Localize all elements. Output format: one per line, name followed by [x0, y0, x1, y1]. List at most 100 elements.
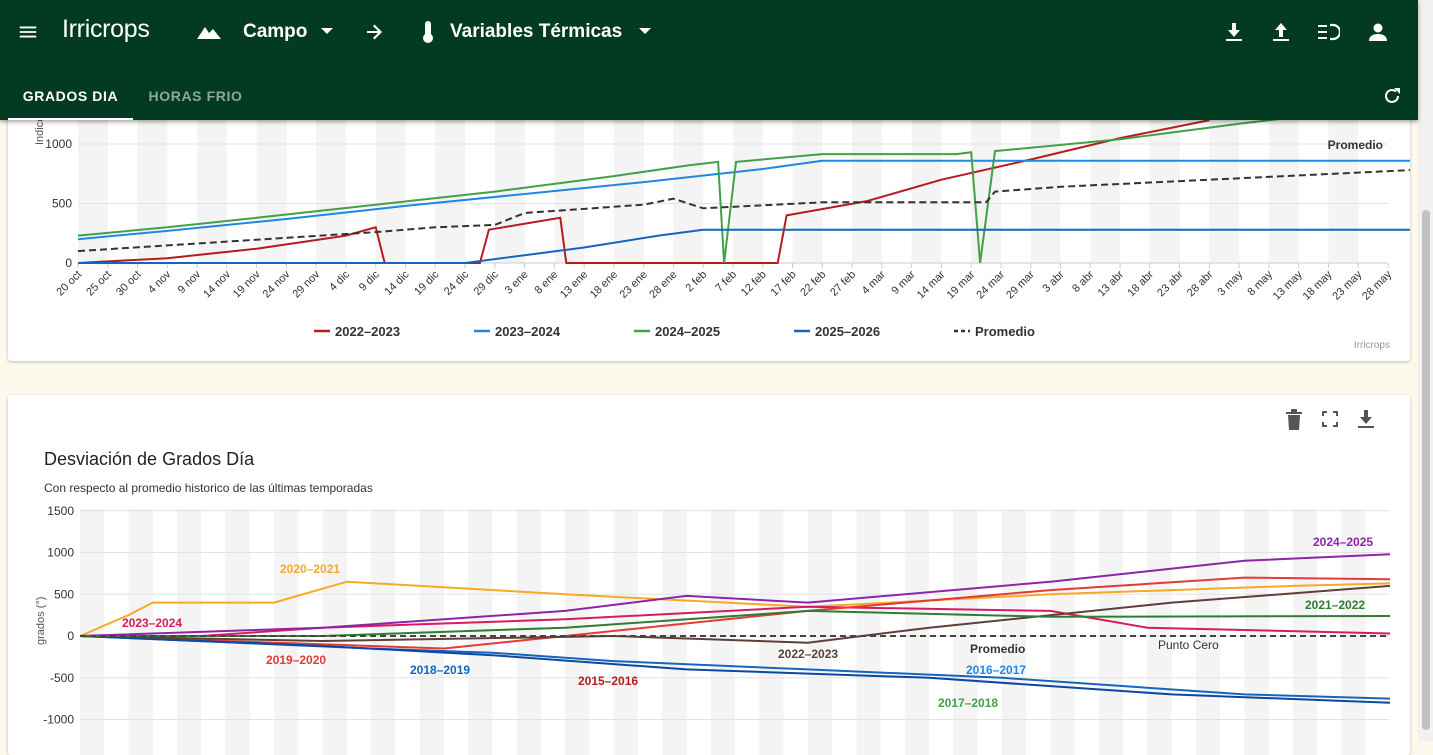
download-icon[interactable]	[1356, 409, 1378, 431]
download-icon[interactable]	[1222, 20, 1246, 44]
list-icon[interactable]	[1316, 20, 1342, 44]
app-bar: Irricrops Campo Variables Térmicas	[0, 0, 1418, 120]
plot-band	[662, 509, 687, 755]
y-tick-label: 0	[65, 256, 72, 270]
chevron-down-icon[interactable]	[636, 24, 654, 40]
x-tick-label: 28 abr	[1185, 268, 1216, 299]
x-tick-label: 25 oct	[84, 269, 114, 299]
series-line-2022–2023	[79, 584, 1391, 644]
legend-item: 2024–2025	[655, 324, 720, 339]
series-line-2020–2021	[79, 580, 1391, 637]
brand-title: Irricrops	[62, 15, 150, 43]
x-tick-label: 2 feb	[684, 269, 710, 295]
tab-grados-dia[interactable]: GRADOS DIA	[8, 64, 133, 120]
series-line-2022–2023	[77, 119, 1210, 264]
x-tick-label: 19 dic	[412, 268, 442, 298]
plot-band	[807, 509, 833, 755]
x-tick-label: 4 nov	[146, 268, 174, 296]
y-tick-label: -500	[50, 671, 74, 685]
x-tick-label: 29 nov	[290, 268, 322, 300]
x-tick-label: 18 abr	[1125, 268, 1156, 299]
series-label: 2019–2020	[266, 653, 326, 667]
x-tick-label: 28 ene	[647, 269, 679, 301]
scrollbar-thumb[interactable]	[1422, 210, 1430, 730]
promedio-label: Promedio	[1328, 138, 1383, 152]
plot-band	[322, 509, 347, 755]
plot-band	[904, 509, 930, 755]
menu-icon[interactable]	[16, 20, 40, 44]
series-label: 2024–2025	[1313, 535, 1373, 549]
legend-item: 2023–2024	[495, 324, 561, 339]
x-tick-label: 13 ene	[558, 269, 590, 301]
x-tick-label: 3 may	[1216, 268, 1246, 298]
series-label: 2018–2019	[410, 663, 470, 677]
x-tick-label: 12 feb	[739, 269, 769, 299]
y-axis-label: Indice	[34, 116, 46, 145]
scrollbar[interactable]	[1418, 0, 1433, 741]
x-tick-label: 19 nov	[231, 268, 263, 300]
x-tick-label: 28 may	[1360, 268, 1394, 302]
x-tick-label: 22 feb	[798, 269, 828, 299]
x-tick-label: 23 abr	[1155, 268, 1186, 299]
x-tick-label: 13 abr	[1096, 268, 1127, 299]
x-tick-label: 14 mar	[915, 268, 948, 301]
x-tick-label: 20 oct	[54, 269, 84, 299]
plot-band	[565, 509, 590, 755]
desviacion-card: Desviación de Grados Día Con respecto al…	[8, 395, 1410, 755]
x-tick-label: 19 mar	[945, 268, 978, 301]
y-tick-label: -1000	[43, 713, 74, 727]
plot-band	[1147, 509, 1172, 755]
series-label: 2016–2017	[966, 663, 1026, 677]
plot-band	[1050, 509, 1075, 755]
fullscreen-icon[interactable]	[1320, 409, 1342, 431]
x-tick-label: 3 ene	[503, 269, 531, 297]
x-tick-label: 14 dic	[382, 268, 412, 298]
plot-band	[613, 509, 638, 755]
legend-item: Promedio	[975, 324, 1035, 339]
refresh-icon[interactable]	[1380, 84, 1404, 108]
plot-band	[371, 509, 396, 755]
chart-credits: Irricrops	[1354, 340, 1390, 351]
plot-band	[274, 509, 299, 755]
x-tick-label: 27 feb	[828, 269, 858, 299]
top-toolbar: Irricrops Campo Variables Térmicas	[0, 0, 1418, 64]
delete-icon[interactable]	[1284, 409, 1306, 431]
plot-band	[80, 509, 105, 755]
tab-horas-frio[interactable]: HORAS FRIO	[148, 88, 243, 104]
plot-band	[1244, 509, 1269, 755]
series-line-2024–2025	[77, 115, 1299, 264]
plot-band	[1001, 509, 1027, 755]
mountain-icon	[196, 22, 222, 42]
x-tick-label: 7 feb	[713, 269, 739, 295]
upload-icon[interactable]	[1269, 20, 1293, 44]
x-tick-label: 18 may	[1301, 268, 1335, 302]
x-tick-label: 13 may	[1271, 268, 1305, 302]
chevron-down-icon[interactable]	[318, 24, 336, 40]
plot-band	[1195, 509, 1221, 755]
series-line-2019–2020	[79, 576, 1391, 650]
series-label: Promedio	[970, 642, 1025, 656]
series-label: Punto Cero	[1158, 638, 1219, 652]
series-line-Promedio	[77, 169, 1410, 253]
plot-band	[953, 509, 978, 755]
series-label: 2020–2021	[280, 562, 340, 576]
series-label: 2015–2016	[578, 674, 638, 688]
desviacion-chart: -1000 -500 0 500 1000 1500 grados (°) 2020–2021…	[35, 504, 1391, 755]
plot-band	[856, 509, 881, 755]
x-tick-label: 29 dic	[472, 268, 502, 298]
x-tick-label: 8 abr	[1070, 268, 1096, 294]
field-selector[interactable]: Campo	[243, 21, 308, 42]
x-tick-label: 14 nov	[201, 268, 233, 300]
tab-bar: GRADOS DIA HORAS FRIO	[0, 64, 1418, 120]
variable-selector[interactable]: Variables Térmicas	[450, 21, 623, 42]
account-icon[interactable]	[1366, 20, 1390, 44]
x-tick-label: 24 dic	[442, 268, 472, 298]
plot-band	[516, 509, 541, 755]
x-tick-label: 24 nov	[261, 268, 293, 300]
x-tick-label: 24 mar	[974, 268, 1007, 301]
y-tick-label: 500	[54, 587, 74, 601]
x-tick-label: 30 oct	[114, 269, 144, 299]
x-tick-label: 4 mar	[860, 268, 889, 297]
x-tick-label: 9 dic	[357, 268, 382, 293]
series-label: 2017–2018	[938, 696, 998, 710]
